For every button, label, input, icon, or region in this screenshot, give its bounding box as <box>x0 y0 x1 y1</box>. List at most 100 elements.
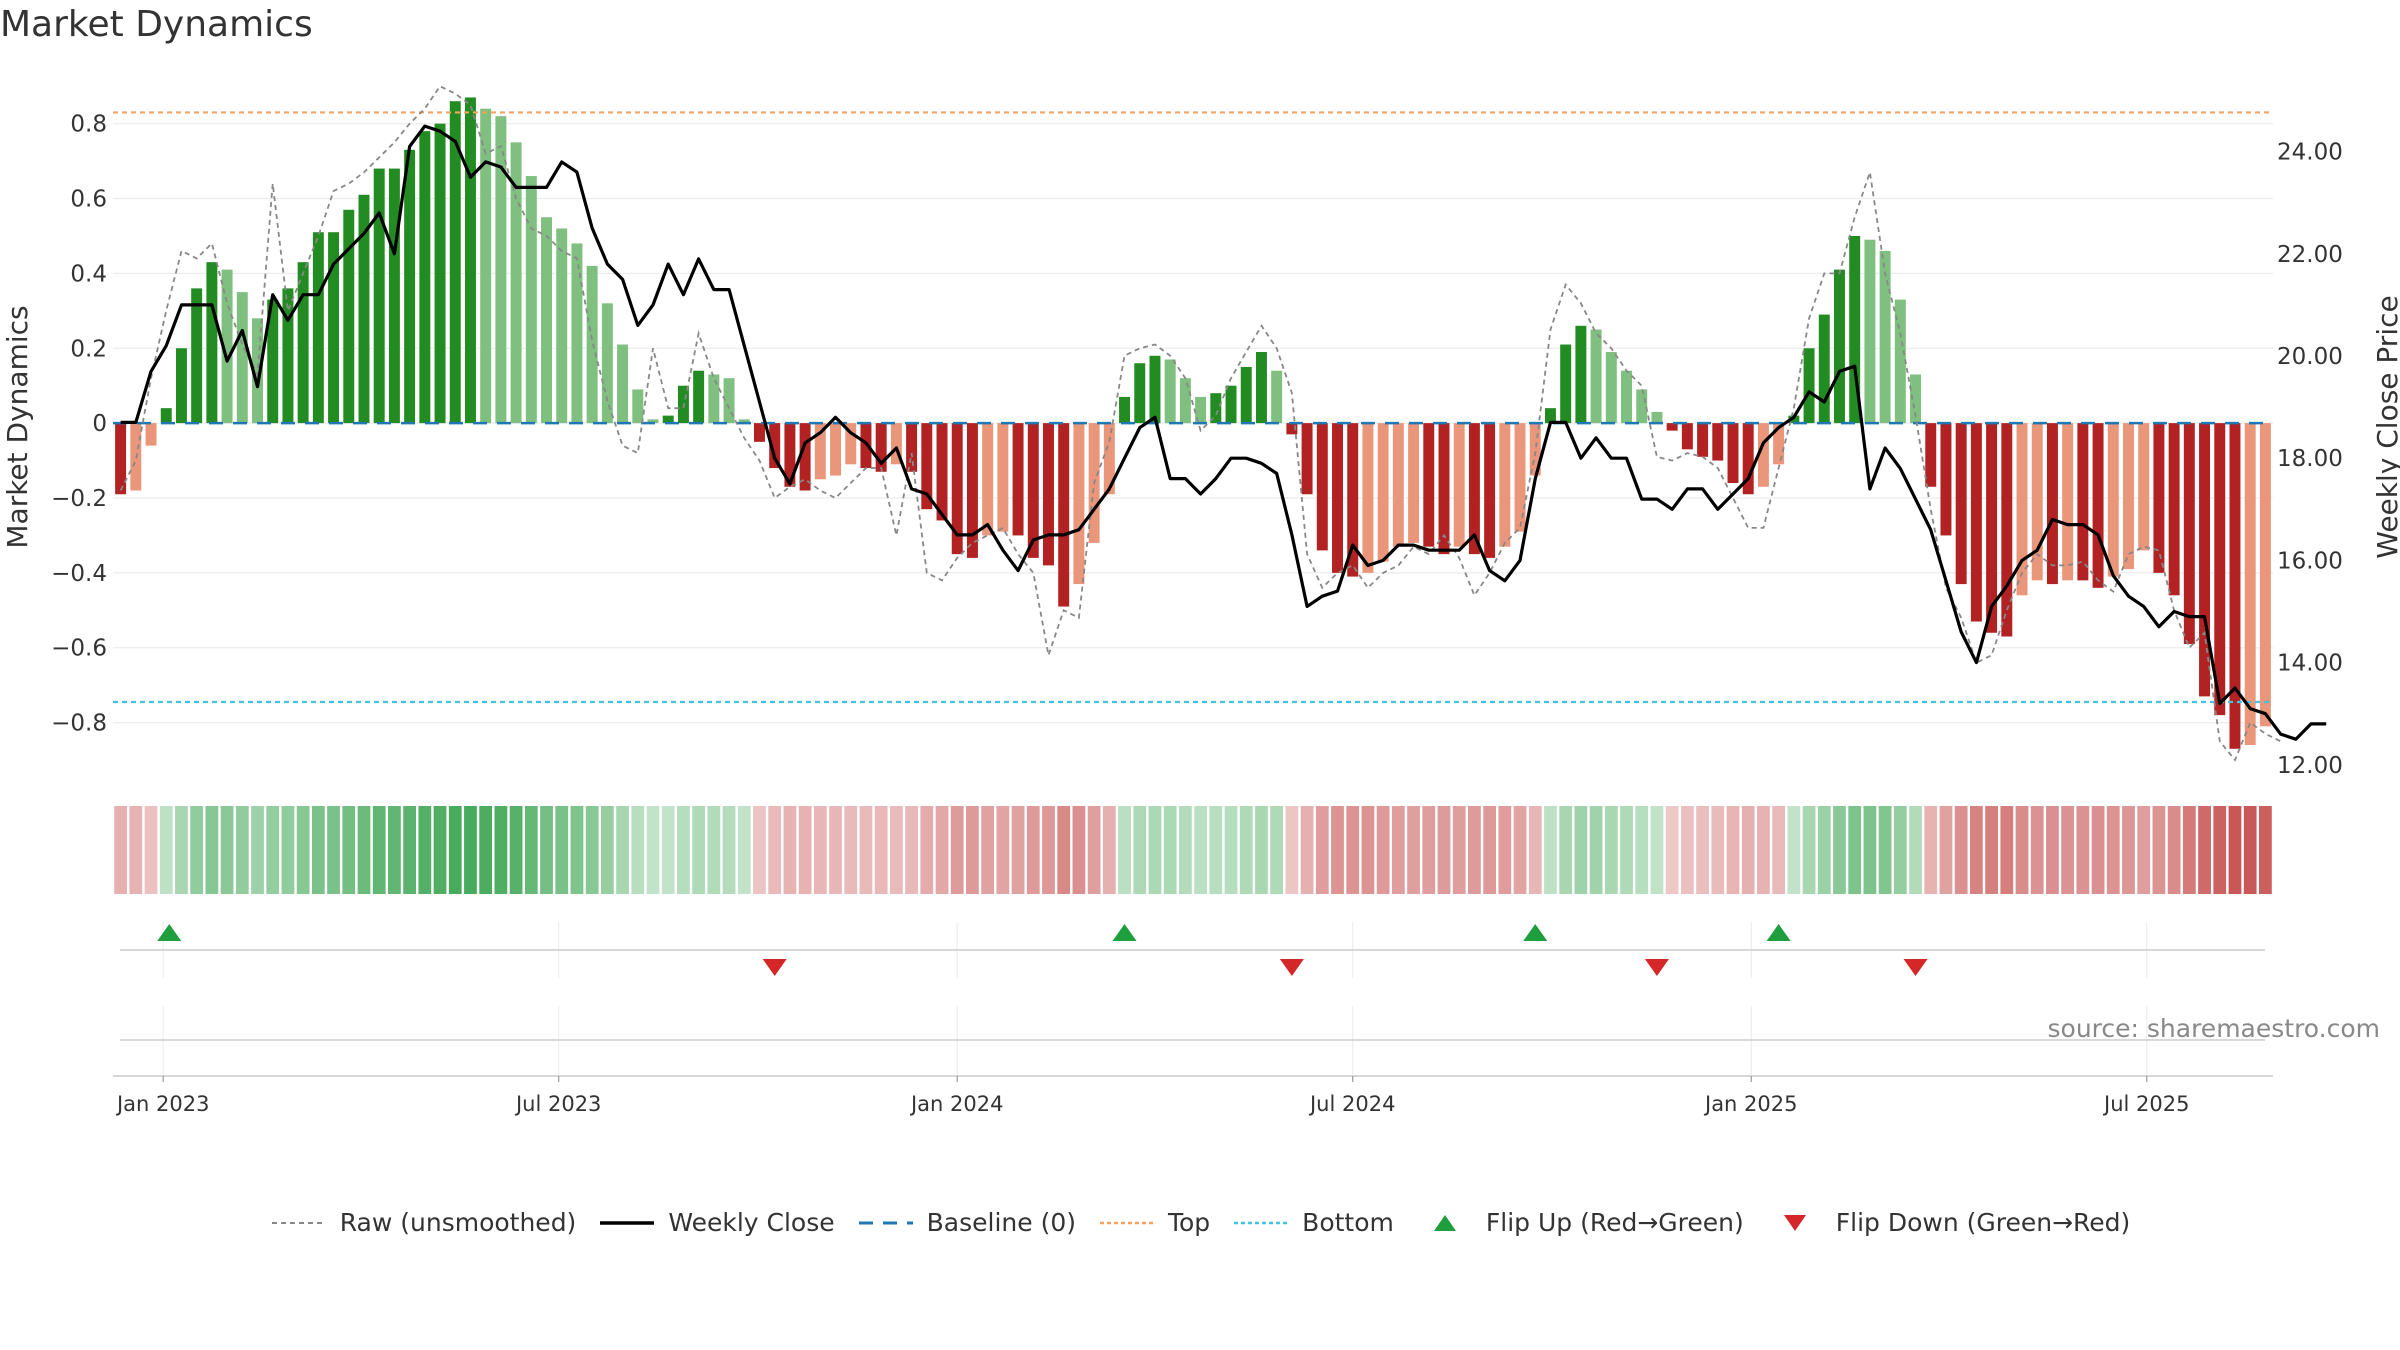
histogram-bar <box>1484 423 1496 558</box>
regime-strip-cell <box>1407 806 1420 894</box>
y-left-tick-label: −0.8 <box>51 711 107 737</box>
regime-strip-cell <box>813 806 827 894</box>
regime-strip-cell <box>220 806 234 894</box>
regime-strip-cell <box>540 806 553 894</box>
histogram-bar <box>951 423 963 555</box>
regime-strip-cell <box>479 806 493 894</box>
regime-strip-cell <box>1665 806 1679 894</box>
flip-up-marker <box>1112 924 1137 941</box>
regime-strip-cell <box>677 806 690 894</box>
regime-strip-cell <box>829 806 842 894</box>
regime-strip-cell <box>2259 806 2272 894</box>
regime-strip-cell <box>2046 806 2059 894</box>
histogram-bar <box>2138 423 2150 551</box>
flip-down-marker <box>1279 959 1304 976</box>
histogram-bar <box>1332 423 1343 573</box>
regime-strip-cell <box>600 806 614 894</box>
axis-layer: 0.8 0.6 0.4 0.2 0 −0.2 −0.4 −0.6 −0.8 24.00 22.00 2… <box>1 112 2400 1116</box>
legend-item-bottom: Bottom <box>1232 1208 1394 1237</box>
regime-strip-cell <box>616 806 629 894</box>
histogram-bar <box>1986 423 1998 633</box>
histogram-bar <box>373 168 385 424</box>
regime-strip-cell <box>159 806 173 894</box>
histogram-bar <box>921 423 933 510</box>
histogram-bar <box>2199 423 2211 697</box>
regime-strip-cell <box>1680 806 1694 894</box>
histogram-bar <box>1681 423 1693 450</box>
regime-strip-cell <box>1194 806 1207 894</box>
histogram-bar <box>632 389 644 424</box>
legend-swatch-top <box>1099 1221 1154 1224</box>
x-tick-label: Jan 2023 <box>115 1092 210 1116</box>
regime-strip-cell <box>1300 806 1314 894</box>
histogram-bar <box>1271 370 1283 424</box>
histogram-bar <box>1925 423 1937 487</box>
regime-strip-cell <box>1224 806 1238 894</box>
flip-down-marker <box>1903 959 1928 976</box>
regime-strip-cell <box>2167 806 2181 894</box>
histogram-bar <box>890 423 902 465</box>
regime-strip-cell <box>1833 806 1846 894</box>
histogram-bar <box>723 378 735 424</box>
regime-strip-cell <box>2213 806 2227 894</box>
legend-item-close: Weekly Close <box>598 1208 835 1237</box>
regime-strip-cell <box>2137 806 2151 894</box>
regime-strip-cell <box>1102 806 1116 894</box>
regime-strip-cell <box>966 806 979 894</box>
histogram-bar <box>1605 352 1617 424</box>
histogram-bar <box>784 423 796 487</box>
histogram-bar <box>145 423 157 446</box>
histogram-bar <box>449 101 461 424</box>
regime-strip-cell <box>1057 806 1071 894</box>
regime-strip-cell <box>175 806 188 894</box>
regime-strip-cell <box>1863 806 1877 894</box>
regime-strip-cell <box>342 806 356 894</box>
regime-strip-cell <box>1285 806 1299 894</box>
histogram-bar <box>875 423 887 472</box>
regime-strip-cell <box>1026 806 1040 894</box>
y-left-tick-label: −0.2 <box>51 486 107 512</box>
histogram-bar <box>2046 423 2058 585</box>
regime-strip-cell <box>1726 806 1740 894</box>
regime-strip-cell <box>950 806 964 894</box>
histogram-bar <box>2016 423 2028 596</box>
regime-strip-cell <box>2198 806 2211 894</box>
y-left-tick-label: 0.4 <box>70 261 107 287</box>
histogram-bar <box>2107 423 2119 577</box>
flip-up-marker <box>1523 924 1548 941</box>
histogram-bar <box>1834 269 1845 424</box>
histogram-bar <box>358 194 370 424</box>
histogram-bar <box>1058 423 1070 607</box>
regime-strip-cell <box>585 806 599 894</box>
regime-strip-cell <box>1346 806 1360 894</box>
histogram-bar <box>1301 423 1313 495</box>
histogram-bar <box>2168 423 2180 596</box>
y-right-tick-label: 24.00 <box>2277 140 2343 166</box>
regime-strip-cell <box>114 806 127 894</box>
histogram-bar <box>2153 423 2165 573</box>
regime-strip-cell <box>205 806 219 894</box>
histogram-bar <box>1636 389 1648 424</box>
histogram-bar <box>1651 411 1663 424</box>
regime-strip-cell <box>1924 806 1938 894</box>
histogram-bar <box>1240 366 1252 424</box>
regime-strip-cell <box>768 806 782 894</box>
y-right-tick-label: 14.00 <box>2277 651 2343 677</box>
histogram-bar <box>236 292 248 424</box>
regime-strip-cell <box>494 806 508 894</box>
regime-strip-cell <box>1148 806 1162 894</box>
histogram-bar <box>1210 393 1222 424</box>
histogram-bar <box>1255 352 1267 424</box>
regime-strip-cell <box>555 806 569 894</box>
source-note: source: sharemaestro.com <box>2047 1014 2381 1043</box>
legend-item-baseline: Baseline (0) <box>857 1208 1076 1237</box>
histogram-bar <box>282 288 294 424</box>
regime-strip-cell <box>1878 806 1892 894</box>
histogram-bar <box>1043 423 1054 566</box>
histogram-bar <box>1864 239 1876 424</box>
histogram-bar <box>2259 423 2271 727</box>
flip-up-marker <box>157 924 182 941</box>
regime-strip-cell <box>1042 806 1055 894</box>
regime-strip-cell <box>981 806 995 894</box>
